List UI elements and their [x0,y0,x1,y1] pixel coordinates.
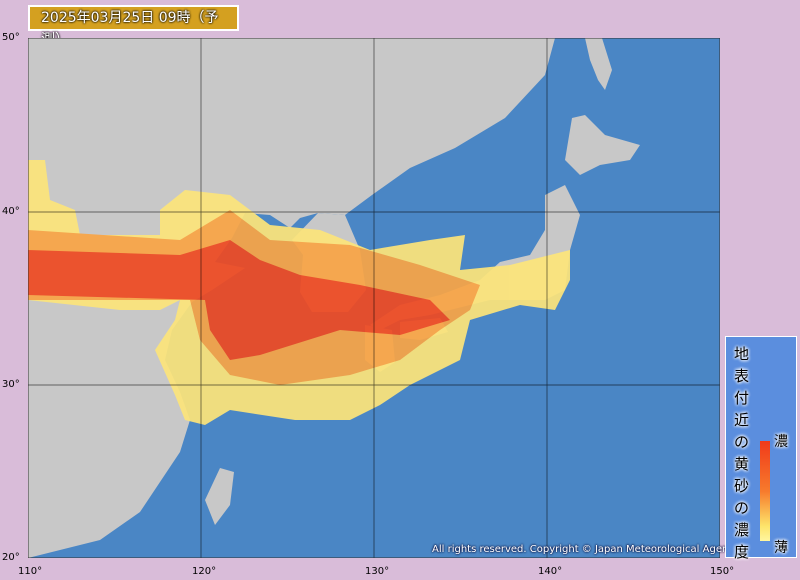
forecast-time-title: 2025年03月25日 09時（予測） [28,5,239,48]
graticule [28,38,720,558]
legend-low-label: 薄 [774,540,788,556]
dust-forecast-map [28,38,720,558]
legend-high-label: 濃 [774,434,788,450]
lat-label-50: 50° [2,32,20,43]
hokkaido [565,115,640,175]
lon-label-110: 110° [18,566,43,577]
legend-title: 地表付近の黄砂の濃度 [734,345,750,561]
lon-label-140: 140° [538,566,563,577]
lon-label-120: 120° [192,566,217,577]
concentration-color-bar [760,441,770,541]
dust-high [28,240,450,360]
copyright: All rights reserved. Copyright © Japan M… [432,544,740,555]
sakhalin [585,38,612,90]
lat-label-30: 30° [2,379,20,390]
lat-label-20: 20° [2,552,20,563]
lon-label-130: 130° [365,566,390,577]
lon-label-150: 150° [710,566,735,577]
taiwan [205,468,234,525]
lat-label-40: 40° [2,206,20,217]
asia-mainland [28,38,555,558]
dust-concentration [28,160,570,425]
legend: 地表付近の黄砂の濃度 濃 薄 [725,336,797,561]
